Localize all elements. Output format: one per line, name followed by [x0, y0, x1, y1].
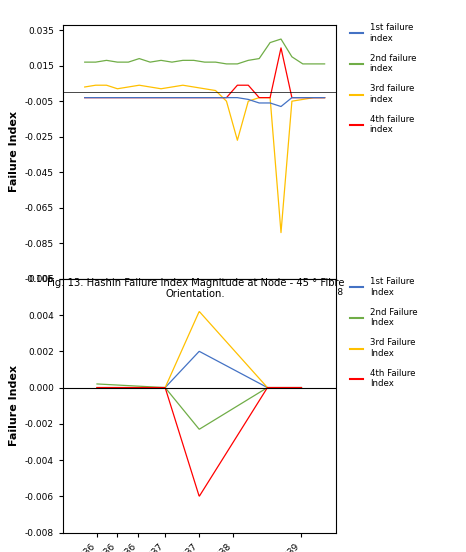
Legend: 1st Failure
Index, 2nd Failure
Index, 3rd Failure
Index, 4th Failure
Index: 1st Failure Index, 2nd Failure Index, 3r…	[346, 274, 421, 392]
Text: Fig. 13. Hashin Failure Index Magnitude at Node - 45 ° Fibre
Orientation.: Fig. 13. Hashin Failure Index Magnitude …	[47, 278, 344, 299]
X-axis label: Time (s): Time (s)	[174, 302, 225, 312]
Y-axis label: Failure Index: Failure Index	[9, 365, 19, 446]
Legend: 1st failure
index, 2nd failure
index, 3rd failure
index, 4th failure
index: 1st failure index, 2nd failure index, 3r…	[346, 20, 419, 138]
Y-axis label: Failure Index: Failure Index	[9, 112, 19, 192]
